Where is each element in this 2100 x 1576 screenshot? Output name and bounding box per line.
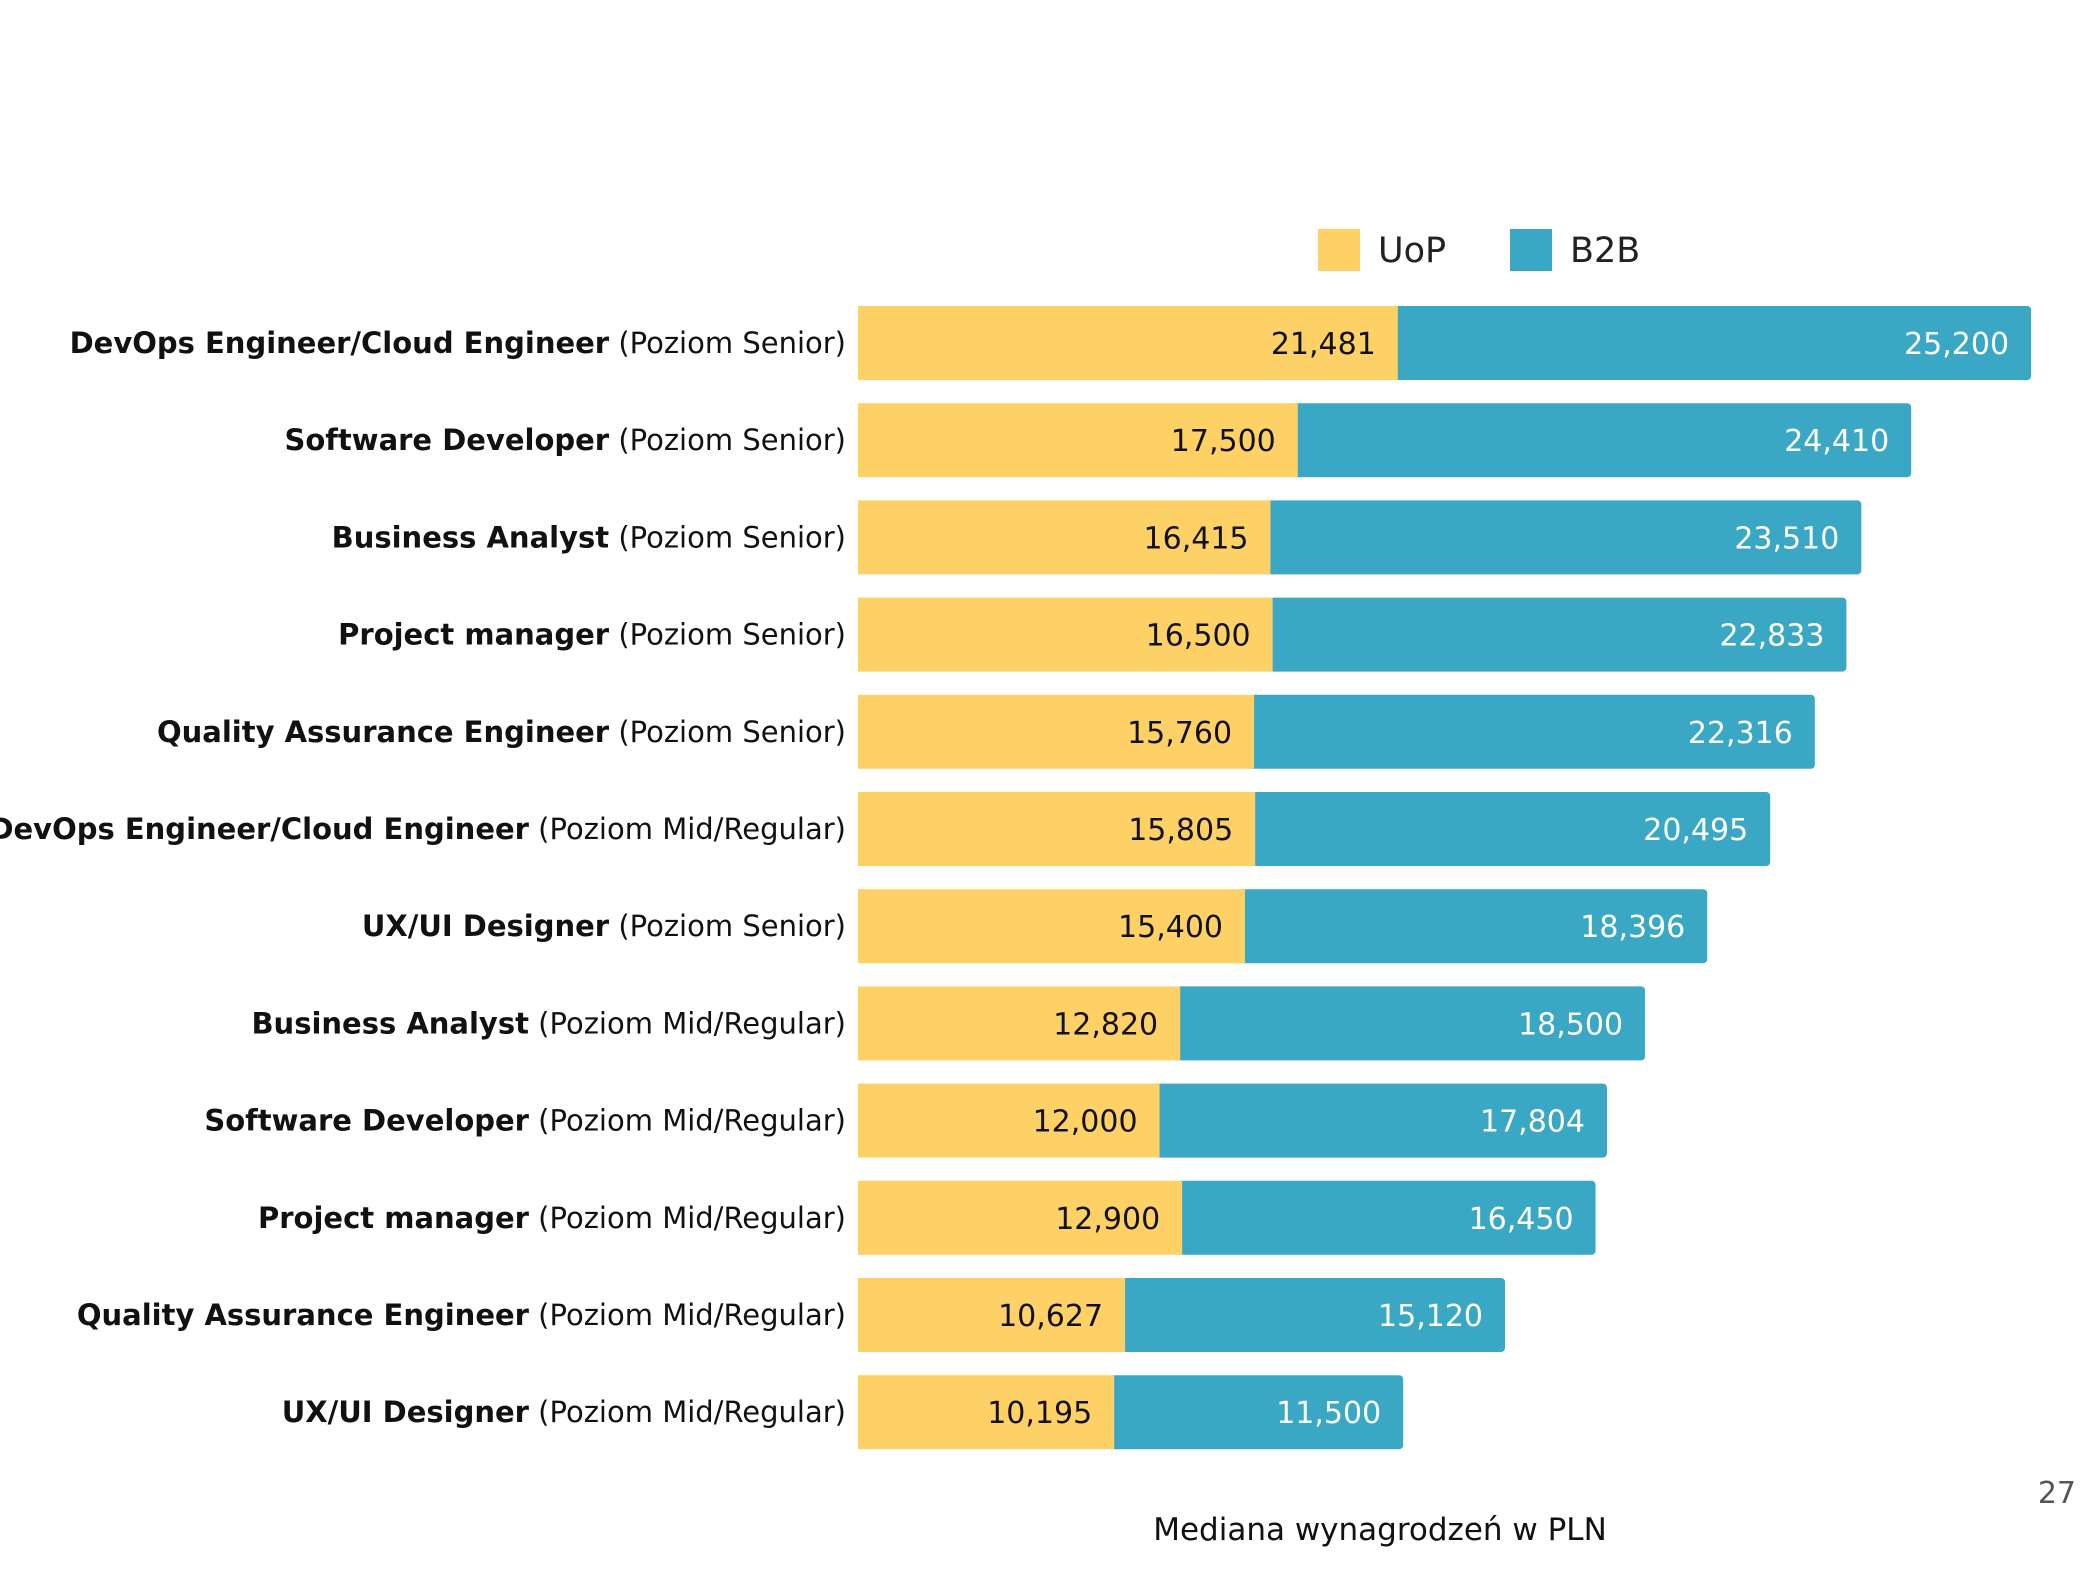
value-label-b2b: 11,500 (1276, 1396, 1381, 1431)
legend: UoP B2B (1318, 229, 1640, 271)
category-label: DevOps Engineer/Cloud Engineer (Poziom S… (70, 326, 846, 360)
category-label: Business Analyst (Poziom Senior) (332, 520, 846, 554)
bar-uop (858, 1278, 1126, 1352)
value-label-b2b: 17,804 (1480, 1105, 1585, 1140)
bar-b2b (1266, 597, 1847, 672)
category-role: DevOps Engineer/Cloud Engineer (70, 326, 610, 360)
bar-b2b (1153, 1083, 1607, 1158)
value-label-uop: 16,415 (1144, 521, 1249, 556)
category-label: Project manager (Poziom Mid/Regular) (258, 1201, 846, 1235)
bar-b2b (1291, 403, 1912, 478)
bar-b2b (1176, 1180, 1596, 1255)
category-role: Software Developer (204, 1104, 529, 1138)
bar-b2b (1264, 500, 1862, 575)
category-level: (Poziom Senior) (609, 520, 846, 554)
value-label-uop: 10,195 (987, 1396, 1092, 1431)
category-label: Software Developer (Poziom Mid/Regular) (204, 1104, 846, 1138)
x-axis-title: Mediana wynagrodzeń w PLN (1153, 1512, 1607, 1548)
category-role: Quality Assurance Engineer (77, 1298, 530, 1332)
bar-b2b (1174, 986, 1646, 1061)
category-label: UX/UI Designer (Poziom Senior) (362, 909, 846, 943)
category-label: Quality Assurance Engineer (Poziom Mid/R… (77, 1298, 846, 1332)
value-label-uop: 21,481 (1271, 327, 1376, 362)
value-label-b2b: 22,316 (1688, 716, 1793, 751)
value-label-uop: 12,820 (1053, 1007, 1158, 1042)
category-role: UX/UI Designer (282, 1395, 530, 1429)
value-label-b2b: 15,120 (1378, 1299, 1483, 1334)
category-level: (Poziom Mid/Regular) (529, 1104, 846, 1138)
value-label-b2b: 16,450 (1469, 1202, 1574, 1237)
bar-uop (858, 500, 1271, 575)
value-label-uop: 12,900 (1055, 1202, 1160, 1237)
bars-group: DevOps Engineer/Cloud Engineer (Poziom S… (0, 306, 2032, 1450)
category-level: (Poziom Senior) (609, 715, 846, 749)
category-label: UX/UI Designer (Poziom Mid/Regular) (282, 1395, 846, 1429)
value-label-b2b: 20,495 (1643, 813, 1748, 848)
bar-b2b (1248, 694, 1815, 769)
category-level: (Poziom Senior) (609, 326, 846, 360)
category-label: DevOps Engineer/Cloud Engineer (Poziom M… (0, 812, 846, 846)
category-role: UX/UI Designer (362, 909, 610, 943)
bar-uop (858, 403, 1298, 478)
value-label-uop: 16,500 (1146, 619, 1251, 654)
category-role: Software Developer (284, 423, 609, 457)
bar-b2b (1391, 306, 2032, 380)
bar-uop (858, 1083, 1160, 1158)
bar-uop (858, 986, 1181, 1061)
bar-uop (858, 597, 1273, 672)
bar-uop (858, 1375, 1115, 1450)
bar-uop (858, 1180, 1183, 1255)
category-label: Quality Assurance Engineer (Poziom Senio… (157, 715, 846, 749)
value-label-b2b: 23,510 (1734, 521, 1839, 556)
legend-uop-swatch (1318, 229, 1360, 271)
category-level: (Poziom Mid/Regular) (529, 1006, 846, 1040)
value-label-uop: 12,000 (1033, 1105, 1138, 1140)
category-level: (Poziom Mid/Regular) (529, 1298, 846, 1332)
category-role: Project manager (258, 1201, 530, 1235)
category-level: (Poziom Senior) (609, 423, 846, 457)
value-label-uop: 15,400 (1118, 910, 1223, 945)
category-role: DevOps Engineer/Cloud Engineer (0, 812, 530, 846)
bar-uop (858, 306, 1398, 380)
category-level: (Poziom Senior) (609, 618, 846, 652)
value-label-b2b: 18,500 (1518, 1007, 1623, 1042)
category-label: Software Developer (Poziom Senior) (284, 423, 846, 457)
category-role: Project manager (338, 618, 610, 652)
legend-uop-label: UoP (1378, 231, 1446, 271)
value-label-b2b: 25,200 (1904, 327, 2009, 362)
category-label: Business Analyst (Poziom Mid/Regular) (251, 1006, 846, 1040)
bar-b2b (1108, 1375, 1404, 1450)
bar-b2b (1249, 792, 1771, 866)
page-number: 27 (2037, 1476, 2076, 1511)
category-role: Business Analyst (251, 1006, 529, 1040)
legend-b2b-swatch (1510, 229, 1552, 271)
category-level: (Poziom Senior) (609, 909, 846, 943)
value-label-uop: 15,805 (1128, 813, 1233, 848)
legend-b2b-label: B2B (1570, 231, 1640, 271)
value-label-b2b: 24,410 (1784, 424, 1889, 459)
bar-b2b (1239, 889, 1708, 964)
value-label-uop: 17,500 (1171, 424, 1276, 459)
bar-uop (858, 792, 1256, 866)
category-level: (Poziom Mid/Regular) (529, 1395, 846, 1429)
category-level: (Poziom Mid/Regular) (529, 1201, 846, 1235)
value-label-b2b: 22,833 (1719, 619, 1824, 654)
bar-b2b (1119, 1278, 1506, 1352)
value-label-uop: 15,760 (1127, 716, 1232, 751)
bar-uop (858, 889, 1246, 964)
category-level: (Poziom Mid/Regular) (529, 812, 846, 846)
category-role: Quality Assurance Engineer (157, 715, 610, 749)
value-label-uop: 10,627 (998, 1299, 1103, 1334)
bar-uop (858, 694, 1255, 769)
category-role: Business Analyst (332, 520, 610, 554)
value-label-b2b: 18,396 (1580, 910, 1685, 945)
category-label: Project manager (Poziom Senior) (338, 618, 846, 652)
